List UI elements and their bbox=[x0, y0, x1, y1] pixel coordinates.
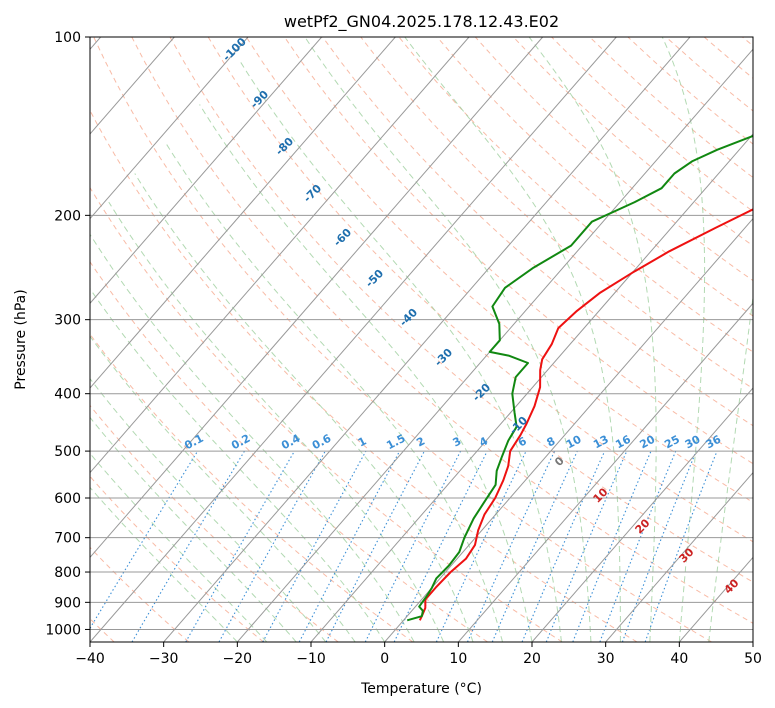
mixing-ratio-line bbox=[364, 450, 462, 642]
y-tick-label: 800 bbox=[54, 565, 81, 581]
mixing-ratio-line bbox=[262, 450, 367, 642]
mixing-ratio-line bbox=[218, 450, 326, 642]
mixing-ratio-line bbox=[298, 450, 401, 642]
isotherm bbox=[531, 387, 753, 642]
isotherm bbox=[384, 217, 753, 642]
x-tick-label: 40 bbox=[670, 651, 688, 667]
dry-adiabat bbox=[90, 109, 638, 642]
isotherm bbox=[90, 37, 323, 305]
x-tick-label: −10 bbox=[296, 651, 326, 667]
moist-adiabat bbox=[90, 335, 356, 642]
isotherm bbox=[457, 302, 753, 642]
moist-adiabat bbox=[199, 104, 533, 642]
dry-adiabat bbox=[398, 37, 753, 353]
isotherm bbox=[90, 37, 396, 389]
y-tick-label: 500 bbox=[54, 444, 81, 460]
isotherm bbox=[90, 37, 617, 642]
x-tick-label: −40 bbox=[75, 651, 105, 667]
moist-adiabat bbox=[90, 486, 238, 642]
x-tick-label: −20 bbox=[223, 651, 253, 667]
y-tick-label: 700 bbox=[54, 531, 81, 547]
moist-adiabat bbox=[239, 61, 562, 642]
dewpoint-profile bbox=[406, 134, 753, 622]
x-tick-label: 10 bbox=[449, 651, 467, 667]
mixing-ratio-label: 20 bbox=[638, 433, 658, 452]
moist-adiabat bbox=[90, 233, 415, 642]
x-tick-label: 20 bbox=[523, 651, 541, 667]
mixing-ratio-line bbox=[621, 450, 697, 642]
y-tick-label: 100 bbox=[54, 30, 81, 46]
mixing-ratio-label: 36 bbox=[704, 433, 724, 452]
y-tick-label: 1000 bbox=[45, 622, 81, 638]
moist-adiabat bbox=[90, 287, 386, 642]
y-tick-label: 400 bbox=[54, 387, 81, 403]
dry-adiabat bbox=[93, 37, 712, 642]
mixing-ratio-line bbox=[599, 450, 677, 642]
x-tick-label: 30 bbox=[597, 651, 615, 667]
moist-adiabat bbox=[661, 37, 706, 642]
moist-adiabat bbox=[134, 173, 474, 642]
mixing-ratio-label: 16 bbox=[613, 433, 633, 452]
isotherm bbox=[90, 37, 249, 220]
isotherm bbox=[163, 37, 691, 642]
dry-adiabat bbox=[90, 404, 339, 642]
dry-adiabat bbox=[90, 186, 563, 642]
x-tick-label: −30 bbox=[149, 651, 179, 667]
moist-adiabat bbox=[708, 292, 753, 642]
x-tick-label: 0 bbox=[380, 651, 389, 667]
isotherm bbox=[90, 37, 470, 474]
mixing-ratio-label: 30 bbox=[683, 433, 703, 452]
y-tick-label: 200 bbox=[54, 208, 81, 224]
mixing-ratio-line bbox=[572, 450, 652, 642]
dry-adiabat bbox=[284, 37, 753, 465]
x-tick-label: 50 bbox=[744, 651, 762, 667]
chart-title: wetPf2_GN04.2025.178.12.43.E02 bbox=[284, 12, 559, 32]
y-tick-label: 900 bbox=[54, 595, 81, 611]
dry-adiabat bbox=[169, 37, 753, 583]
dry-adiabat bbox=[90, 260, 488, 642]
temperature-profile bbox=[418, 208, 753, 621]
y-tick-label: 600 bbox=[54, 491, 81, 507]
y-axis-label: Pressure (hPa) bbox=[13, 289, 29, 389]
plot-frame bbox=[89, 36, 754, 643]
isotherm bbox=[90, 37, 544, 559]
moist-adiabat bbox=[304, 37, 592, 642]
mixing-ratio-label: 13 bbox=[591, 433, 611, 452]
mixing-ratio-line bbox=[545, 450, 628, 642]
x-axis-label: Temperature (°C) bbox=[360, 681, 482, 697]
y-tick-label: 300 bbox=[54, 313, 81, 329]
mixing-ratio-label: 25 bbox=[662, 433, 682, 452]
moist-adiabat bbox=[404, 37, 621, 642]
mixing-ratio-line bbox=[521, 450, 606, 642]
mixing-ratio-line bbox=[644, 450, 718, 642]
mixing-ratio-label: 10 bbox=[564, 433, 584, 452]
isotherm bbox=[605, 471, 753, 642]
moist-adiabat bbox=[528, 37, 657, 642]
dry-adiabat bbox=[131, 37, 753, 624]
mixing-ratio-line bbox=[90, 450, 199, 630]
dry-adiabat bbox=[90, 475, 264, 642]
